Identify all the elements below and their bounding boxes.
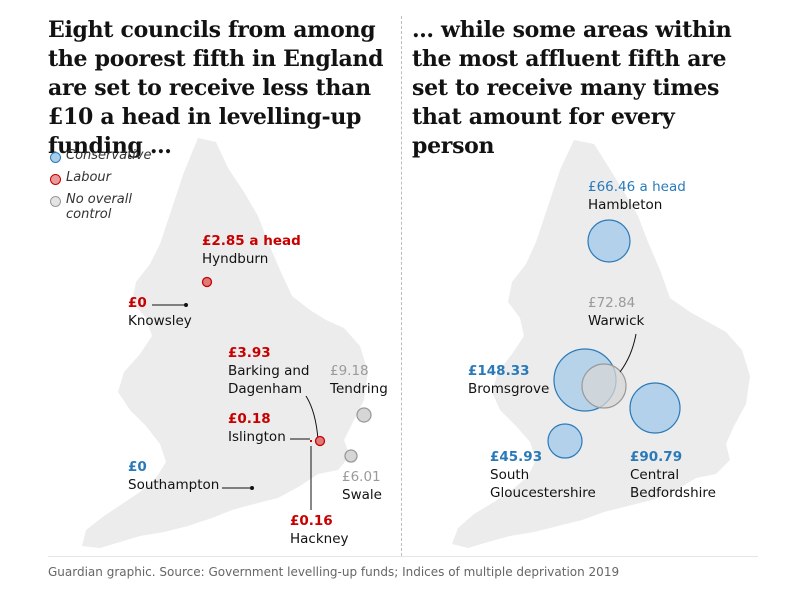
- right-headline: … while some areas within the most afflu…: [412, 17, 732, 159]
- barking-leader-line: [305, 395, 319, 441]
- swale-name: Swale: [342, 487, 382, 503]
- top-rule: [0, 0, 786, 6]
- central-bedfordshire-bubble: [629, 382, 681, 434]
- barking-value: £3.93: [228, 345, 271, 361]
- legend-labour: Labour: [50, 170, 156, 192]
- south-gloucestershire-bubble: [547, 423, 583, 459]
- legend-noc-label: No overall control: [66, 192, 132, 222]
- label-tendring: £9.18 Tendring: [330, 362, 388, 398]
- south-gloucestershire-name: South Gloucestershire: [490, 467, 596, 501]
- tendring-value: £9.18: [330, 363, 369, 379]
- label-bromsgrove: £148.33 Bromsgrove: [468, 362, 549, 398]
- tendring-name: Tendring: [330, 381, 388, 397]
- legend-labour-swatch: [50, 174, 61, 185]
- footer-rule: [48, 556, 758, 557]
- hyndburn-marker: [201, 276, 213, 288]
- england-outline-left: [82, 138, 368, 548]
- label-warwick: £72.84 Warwick: [588, 294, 644, 330]
- label-knowsley: £0 Knowsley: [128, 294, 192, 330]
- legend-labour-label: Labour: [66, 170, 111, 185]
- central-bedfordshire-name: Central Bedfordshire: [630, 467, 716, 501]
- hambleton-name: Hambleton: [588, 197, 663, 213]
- left-panel: Eight councils from among the poorest fi…: [48, 16, 390, 556]
- label-southampton: £0 Southampton: [128, 458, 219, 494]
- england-map-right: [452, 140, 750, 548]
- south-gloucestershire-value: £45.93: [490, 449, 543, 465]
- left-headline: Eight councils from among the poorest fi…: [48, 17, 384, 159]
- legend-conservative: Conservative: [50, 148, 156, 170]
- islington-value: £0.18: [228, 411, 271, 427]
- warwick-name: Warwick: [588, 313, 645, 329]
- label-hyndburn: £2.85 a head Hyndburn: [202, 232, 301, 268]
- central-bedfordshire-value: £90.79: [630, 449, 683, 465]
- england-map-left: [82, 138, 372, 548]
- warwick-bubble: [581, 363, 627, 409]
- label-swale: £6.01 Swale: [342, 468, 382, 504]
- swale-value: £6.01: [342, 469, 381, 485]
- bromsgrove-value: £148.33: [468, 363, 530, 379]
- tendring-marker: [356, 407, 372, 423]
- label-islington: £0.18 Islington: [228, 410, 286, 446]
- label-hambleton: £66.46 a head Hambleton: [588, 178, 686, 214]
- panel-divider: [401, 16, 402, 556]
- barking-name: Barking and Dagenham: [228, 363, 310, 397]
- label-hackney: £0.16 Hackney: [290, 512, 349, 548]
- legend-noc: No overall control: [50, 192, 156, 222]
- southampton-name: Southampton: [128, 477, 220, 493]
- hackney-value: £0.16: [290, 513, 333, 529]
- legend-conservative-label: Conservative: [66, 148, 152, 163]
- bromsgrove-name: Bromsgrove: [468, 381, 550, 397]
- warwick-value: £72.84: [588, 295, 636, 311]
- legend-conservative-swatch: [50, 152, 61, 163]
- hyndburn-value: £2.85 a head: [202, 233, 301, 249]
- knowsley-marker: [184, 303, 188, 307]
- warwick-leader-line: [619, 333, 637, 373]
- hambleton-bubble: [587, 219, 631, 263]
- hyndburn-name: Hyndburn: [202, 251, 269, 267]
- hackney-name: Hackney: [290, 531, 349, 547]
- southampton-marker: [250, 486, 254, 490]
- swale-marker: [344, 449, 358, 463]
- southampton-value: £0: [128, 459, 147, 475]
- england-outline-right: [452, 140, 750, 548]
- label-central-bedfordshire: £90.79 Central Bedfordshire: [630, 448, 730, 502]
- party-legend: Conservative Labour No overall control: [50, 148, 156, 222]
- knowsley-name: Knowsley: [128, 313, 192, 329]
- islington-name: Islington: [228, 429, 286, 445]
- legend-noc-swatch: [50, 196, 61, 207]
- right-panel: … while some areas within the most afflu…: [412, 16, 758, 556]
- label-barking: £3.93 Barking and Dagenham: [228, 344, 318, 398]
- knowsley-value: £0: [128, 295, 147, 311]
- barking-marker: [314, 435, 326, 447]
- source-footer: Guardian graphic. Source: Government lev…: [48, 565, 620, 579]
- label-south-gloucestershire: £45.93 South Gloucestershire: [490, 448, 600, 502]
- hambleton-value: £66.46 a head: [588, 179, 686, 195]
